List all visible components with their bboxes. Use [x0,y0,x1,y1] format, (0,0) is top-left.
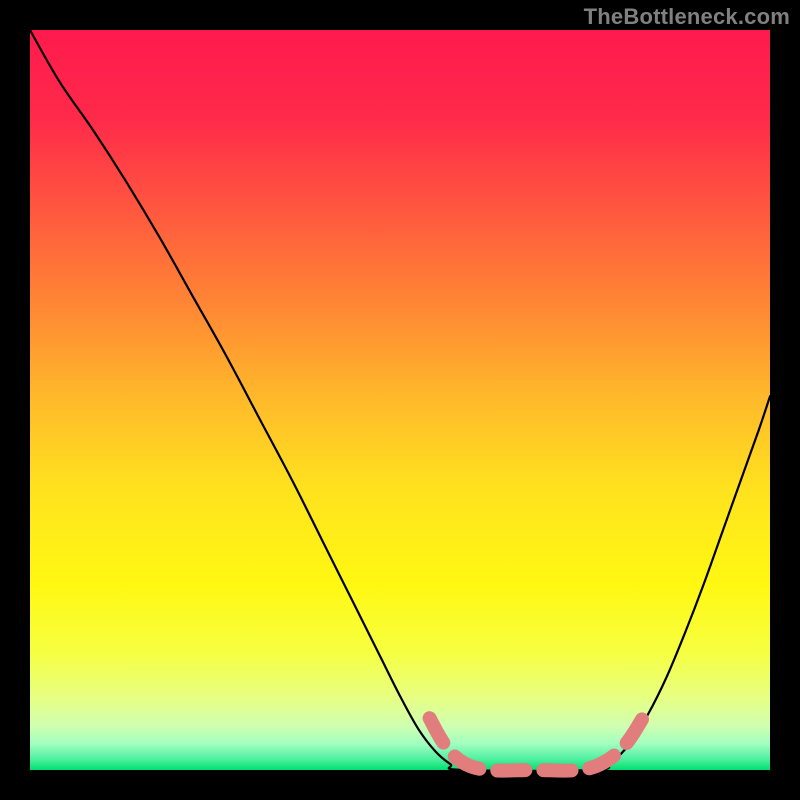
plot-gradient [30,30,770,770]
watermark-label: TheBottleneck.com [584,4,790,30]
bottleneck-chart [0,0,800,800]
chart-stage: TheBottleneck.com [0,0,800,800]
